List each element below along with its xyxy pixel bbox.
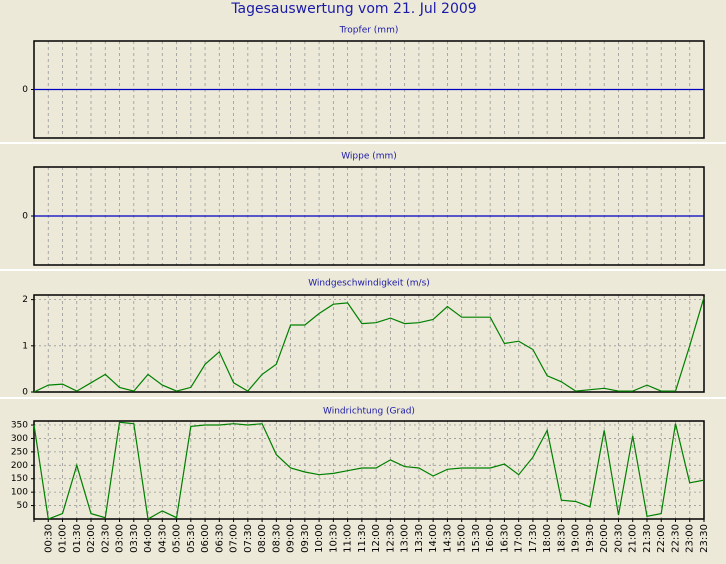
x-tick-label: 20:00: [599, 524, 610, 553]
plot-frame: [33, 294, 705, 393]
x-tick-label: 12:30: [385, 524, 396, 553]
panel-title: Windgeschwindigkeit (m/s): [308, 279, 430, 289]
x-tick-label: 06:30: [214, 524, 225, 553]
data-line: [33, 297, 705, 393]
x-tick-label: 07:30: [243, 524, 254, 553]
x-tick-label: 10:30: [328, 524, 339, 553]
y-tick-label: 200: [11, 461, 28, 471]
x-tick-label: 18:30: [556, 524, 567, 553]
x-tick-label: 16:00: [485, 524, 496, 553]
x-tick-label: 08:30: [271, 524, 282, 553]
x-tick-label: 04:30: [157, 524, 168, 553]
x-tick-label: 20:30: [614, 524, 625, 553]
x-tick-label: 03:00: [115, 524, 126, 553]
panel-title: Wippe (mm): [341, 152, 397, 162]
x-tick-label: 06:00: [200, 524, 211, 553]
page-title: Tagesauswertung vom 21. Jul 2009: [230, 1, 476, 17]
x-tick-label: 01:00: [58, 524, 69, 553]
x-tick-label: 22:00: [656, 524, 667, 553]
x-tick-label: 03:30: [129, 524, 140, 553]
x-tick-label: 05:30: [186, 524, 197, 553]
x-tick-label: 13:30: [414, 524, 425, 553]
y-tick-label: 50: [17, 501, 29, 511]
y-tick-label: 0: [22, 388, 28, 398]
panel-title: Tropfer (mm): [339, 26, 399, 36]
x-tick-label: 08:00: [257, 524, 268, 553]
x-tick-label: 14:30: [442, 524, 453, 553]
panel-title: Windrichtung (Grad): [323, 407, 415, 417]
y-tick-label: 350: [11, 421, 28, 431]
x-tick-label: 12:00: [371, 524, 382, 553]
y-tick-label: 250: [11, 447, 28, 457]
x-tick-label: 07:00: [229, 524, 240, 553]
x-tick-label: 17:00: [514, 524, 525, 553]
x-tick-label: 18:00: [542, 524, 553, 553]
data-line: [33, 421, 705, 520]
x-tick-label: 10:00: [314, 524, 325, 553]
x-tick-label: 21:00: [628, 524, 639, 553]
x-tick-label: 15:00: [457, 524, 468, 553]
y-tick-label: 0: [22, 85, 28, 95]
y-tick-label: 300: [11, 434, 28, 444]
x-tick-label: 23:30: [699, 524, 710, 553]
x-tick-label: 21:30: [642, 524, 653, 553]
y-tick-label: 1: [22, 341, 28, 351]
x-tick-label: 13:00: [400, 524, 411, 553]
x-tick-label: 19:00: [571, 524, 582, 553]
x-tick-label: 11:30: [357, 524, 368, 553]
x-tick-label: 11:00: [343, 524, 354, 553]
x-tick-label: 14:00: [428, 524, 439, 553]
x-tick-label: 05:00: [172, 524, 183, 553]
x-tick-label: 02:00: [86, 524, 97, 553]
x-tick-label: 01:30: [72, 524, 83, 553]
y-tick-label: 100: [11, 488, 28, 498]
x-tick-label: 16:30: [499, 524, 510, 553]
y-tick-label: 150: [11, 474, 28, 484]
x-tick-label: 23:00: [685, 524, 696, 553]
x-tick-label: 00:30: [43, 524, 54, 553]
y-tick-label: 2: [22, 295, 28, 305]
x-tick-label: 09:30: [300, 524, 311, 553]
x-tick-label: 09:00: [286, 524, 297, 553]
x-tick-label: 22:30: [671, 524, 682, 553]
x-tick-label: 15:30: [471, 524, 482, 553]
x-tick-label: 17:30: [528, 524, 539, 553]
plot-frame: [33, 420, 705, 520]
y-tick-label: 0: [22, 212, 28, 222]
x-tick-label: 02:30: [100, 524, 111, 553]
x-tick-label: 19:30: [585, 524, 596, 553]
x-tick-label: 04:00: [143, 524, 154, 553]
